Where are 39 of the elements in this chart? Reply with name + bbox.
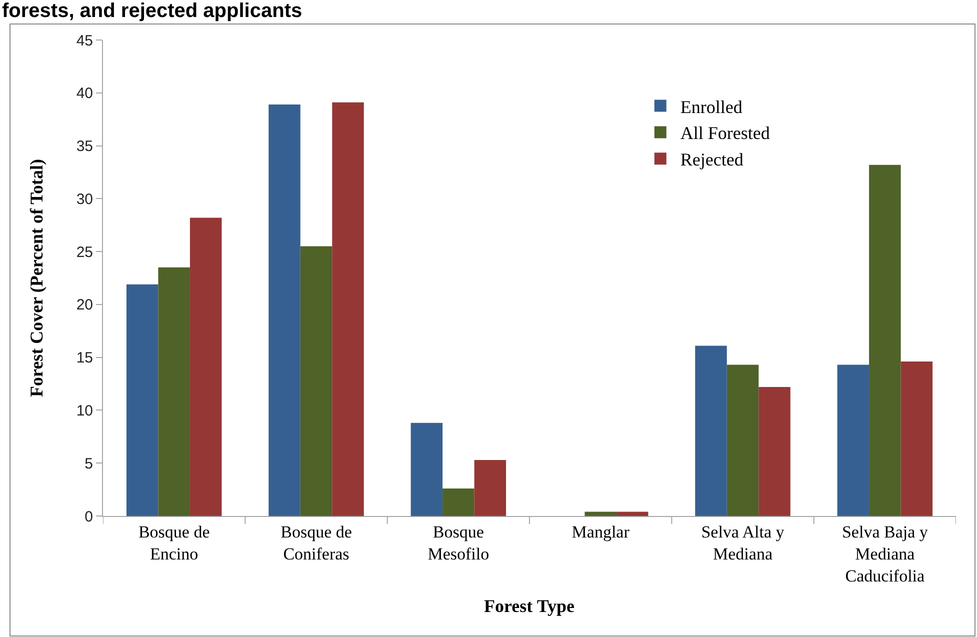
bar	[410, 422, 443, 516]
y-tick-label: 5	[84, 455, 93, 472]
bar	[616, 512, 648, 516]
y-tick-label: 30	[76, 190, 93, 208]
legend-label: Enrolled	[680, 96, 742, 117]
chart-title: forests, and rejected applicants	[2, 0, 302, 22]
x-tick-label: Bosque de Encino	[138, 522, 210, 564]
y-tick-label: 15	[76, 350, 93, 367]
x-axis-title: Forest Type	[484, 596, 575, 616]
x-tick-label: Selva Alta y Mediana	[701, 522, 785, 564]
bar	[758, 386, 790, 516]
bar	[869, 164, 901, 516]
bar	[695, 346, 727, 516]
bar	[268, 104, 300, 516]
y-tick-label: 25	[76, 244, 93, 261]
bar	[837, 364, 870, 516]
bar	[900, 362, 933, 516]
bar	[158, 267, 190, 516]
y-tick-label: 35	[76, 138, 93, 156]
y-tick-label: 0	[84, 508, 93, 526]
x-tick-label: Bosque de Coniferas	[280, 522, 352, 564]
bar	[126, 284, 158, 516]
bar	[190, 218, 222, 516]
y-tick-label: 45	[76, 32, 93, 50]
y-tick-label: 40	[76, 85, 93, 102]
bar	[726, 364, 759, 516]
x-tick-label: Selva Baja y Mediana Caducifolia	[842, 522, 928, 586]
y-tick-label: 20	[76, 296, 93, 314]
y-axis-title: Forest Cover (Percent of Total)	[26, 159, 47, 397]
bar	[332, 102, 364, 516]
legend-label: Rejected	[680, 150, 744, 170]
legend-label: All Forested	[680, 123, 770, 144]
bar	[300, 246, 332, 516]
bar	[442, 488, 474, 516]
y-tick-label: 10	[76, 402, 93, 420]
x-tick-label: Manglar	[572, 522, 630, 542]
x-tick-label: Bosque Mesofilo	[428, 522, 490, 564]
bar	[474, 460, 506, 516]
bar	[584, 512, 616, 516]
